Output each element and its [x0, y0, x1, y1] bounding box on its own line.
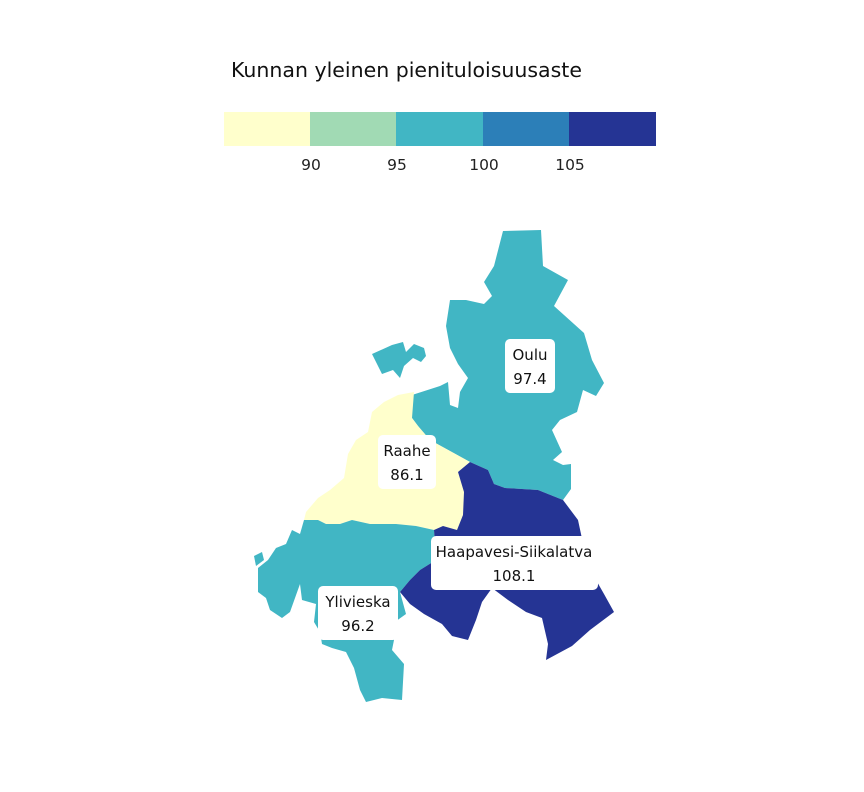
label-ylivieska: Ylivieska 96.2 — [318, 586, 398, 640]
label-haapavesi-siikalatva-box — [431, 536, 598, 590]
region-ylivieska-islet[interactable] — [254, 552, 264, 566]
legend-swatch-1 — [224, 112, 311, 146]
legend-swatch-5 — [569, 112, 656, 146]
label-oulu: Oulu 97.4 — [505, 339, 555, 393]
label-ylivieska-box — [318, 586, 398, 640]
label-raahe-value: 86.1 — [390, 466, 423, 484]
legend: Kunnan yleinen pienituloisuusaste 90 95 … — [224, 58, 656, 174]
label-ylivieska-name: Ylivieska — [324, 593, 390, 611]
legend-title: Kunnan yleinen pienituloisuusaste — [231, 58, 582, 82]
label-oulu-name: Oulu — [513, 346, 548, 364]
label-raahe-box — [378, 435, 436, 489]
label-haapavesi-siikalatva: Haapavesi-Siikalatva 108.1 — [431, 536, 598, 590]
legend-break-90: 90 — [301, 156, 321, 174]
region-labels: Oulu 97.4 Raahe 86.1 Ylivieska 96.2 Haap… — [318, 339, 598, 640]
label-raahe: Raahe 86.1 — [378, 435, 436, 489]
legend-swatch-2 — [310, 112, 397, 146]
region-oulu-island[interactable] — [372, 342, 426, 378]
label-haapavesi-siikalatva-value: 108.1 — [493, 567, 536, 585]
legend-color-bar — [224, 112, 656, 146]
legend-swatch-4 — [483, 112, 570, 146]
label-oulu-box — [505, 339, 555, 393]
label-ylivieska-value: 96.2 — [341, 617, 374, 635]
legend-break-100: 100 — [469, 156, 499, 174]
label-haapavesi-siikalatva-name: Haapavesi-Siikalatva — [436, 543, 593, 561]
legend-swatch-3 — [396, 112, 484, 146]
label-oulu-value: 97.4 — [513, 370, 546, 388]
label-raahe-name: Raahe — [383, 442, 430, 460]
legend-break-95: 95 — [387, 156, 407, 174]
legend-break-105: 105 — [555, 156, 585, 174]
